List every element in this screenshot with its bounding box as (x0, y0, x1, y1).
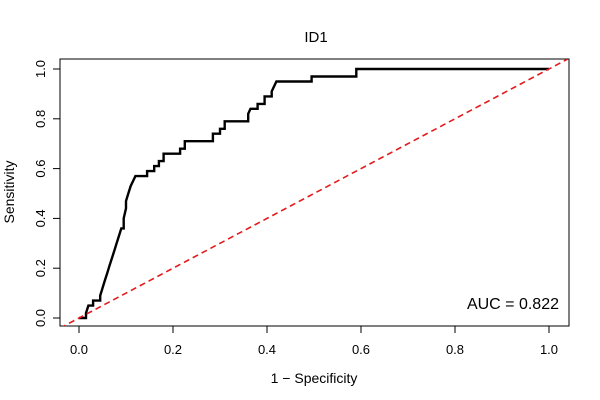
x-tick-label: 0.8 (446, 342, 464, 357)
series-layer (62, 59, 569, 326)
y-tick-label: 0.4 (33, 209, 48, 227)
plot-frame (59, 58, 570, 327)
x-tick-label: 0.4 (258, 342, 276, 357)
x-axis-label: 1 − Specificity (271, 370, 358, 386)
x-tick-label: 1.0 (540, 342, 558, 357)
chart-title: ID1 (304, 29, 327, 46)
x-axis: 0.0 0.2 0.4 0.6 0.8 1.0 (70, 325, 558, 357)
y-axis: 0.0 0.2 0.4 0.6 0.8 1.0 (33, 60, 61, 327)
auc-annotation: AUC = 0.822 (467, 296, 559, 313)
y-tick-label: 0.6 (33, 160, 48, 178)
y-tick-label: 0.8 (33, 110, 48, 128)
y-tick-label: 1.0 (33, 60, 48, 78)
x-tick-label: 0.6 (352, 342, 370, 357)
y-tick-label: 0.0 (33, 309, 48, 327)
y-tick-label: 0.2 (33, 259, 48, 277)
reference-diagonal-line (62, 59, 569, 326)
roc-curve-line (79, 67, 549, 320)
y-axis-label: Sensitivity (1, 160, 17, 223)
x-tick-label: 0.0 (70, 342, 88, 357)
x-tick-label: 0.2 (164, 342, 182, 357)
